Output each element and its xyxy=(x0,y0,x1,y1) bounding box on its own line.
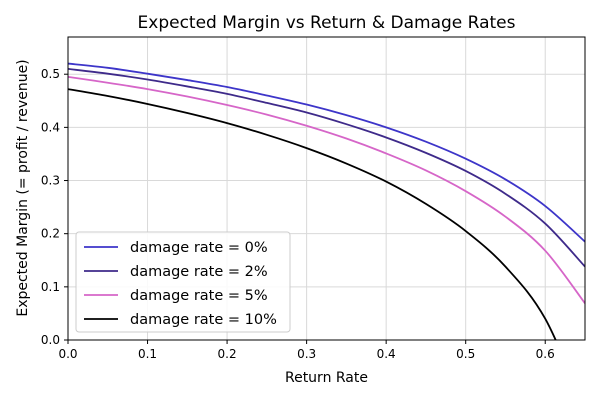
legend: damage rate = 0% damage rate = 2% damage r… xyxy=(75,231,291,333)
y-tick-label: 0.0 xyxy=(41,333,60,347)
gridlines xyxy=(67,37,585,341)
legend-box xyxy=(75,231,291,333)
y-axis-title: Expected Margin (= profit / revenue) xyxy=(15,59,31,316)
legend-label: damage rate = 0% xyxy=(130,240,268,256)
x-axis-title: Return Rate xyxy=(285,370,368,386)
chart-title: Expected Margin vs Return & Damage Rates xyxy=(138,13,516,33)
x-tick-label: 0.0 xyxy=(58,347,77,361)
x-tick-label: 0.5 xyxy=(456,347,475,361)
legend-label: damage rate = 10% xyxy=(130,312,277,328)
y-axis: 0.0 0.1 0.2 0.3 0.4 0.5 xyxy=(41,67,68,347)
legend-label: damage rate = 2% xyxy=(130,264,268,280)
series-layer xyxy=(68,62,585,340)
series-line-1 xyxy=(68,67,585,268)
y-tick-label: 0.3 xyxy=(41,174,60,188)
x-tick-label: 0.3 xyxy=(297,347,316,361)
x-tick-label: 0.1 xyxy=(138,347,157,361)
y-tick-label: 0.2 xyxy=(41,227,60,241)
series-line-0 xyxy=(68,62,585,243)
y-tick-label: 0.4 xyxy=(41,120,60,134)
series-line-3 xyxy=(68,88,557,340)
x-tick-label: 0.2 xyxy=(218,347,237,361)
x-tick-label: 0.6 xyxy=(536,347,555,361)
series-line-2 xyxy=(68,75,585,304)
y-tick-label: 0.5 xyxy=(41,67,60,81)
x-tick-label: 0.4 xyxy=(377,347,396,361)
plot-frame xyxy=(67,36,586,341)
legend-label: damage rate = 5% xyxy=(130,288,268,304)
x-axis: 0.0 0.1 0.2 0.3 0.4 0.5 0.6 xyxy=(58,340,555,361)
y-tick-label: 0.1 xyxy=(41,280,60,294)
